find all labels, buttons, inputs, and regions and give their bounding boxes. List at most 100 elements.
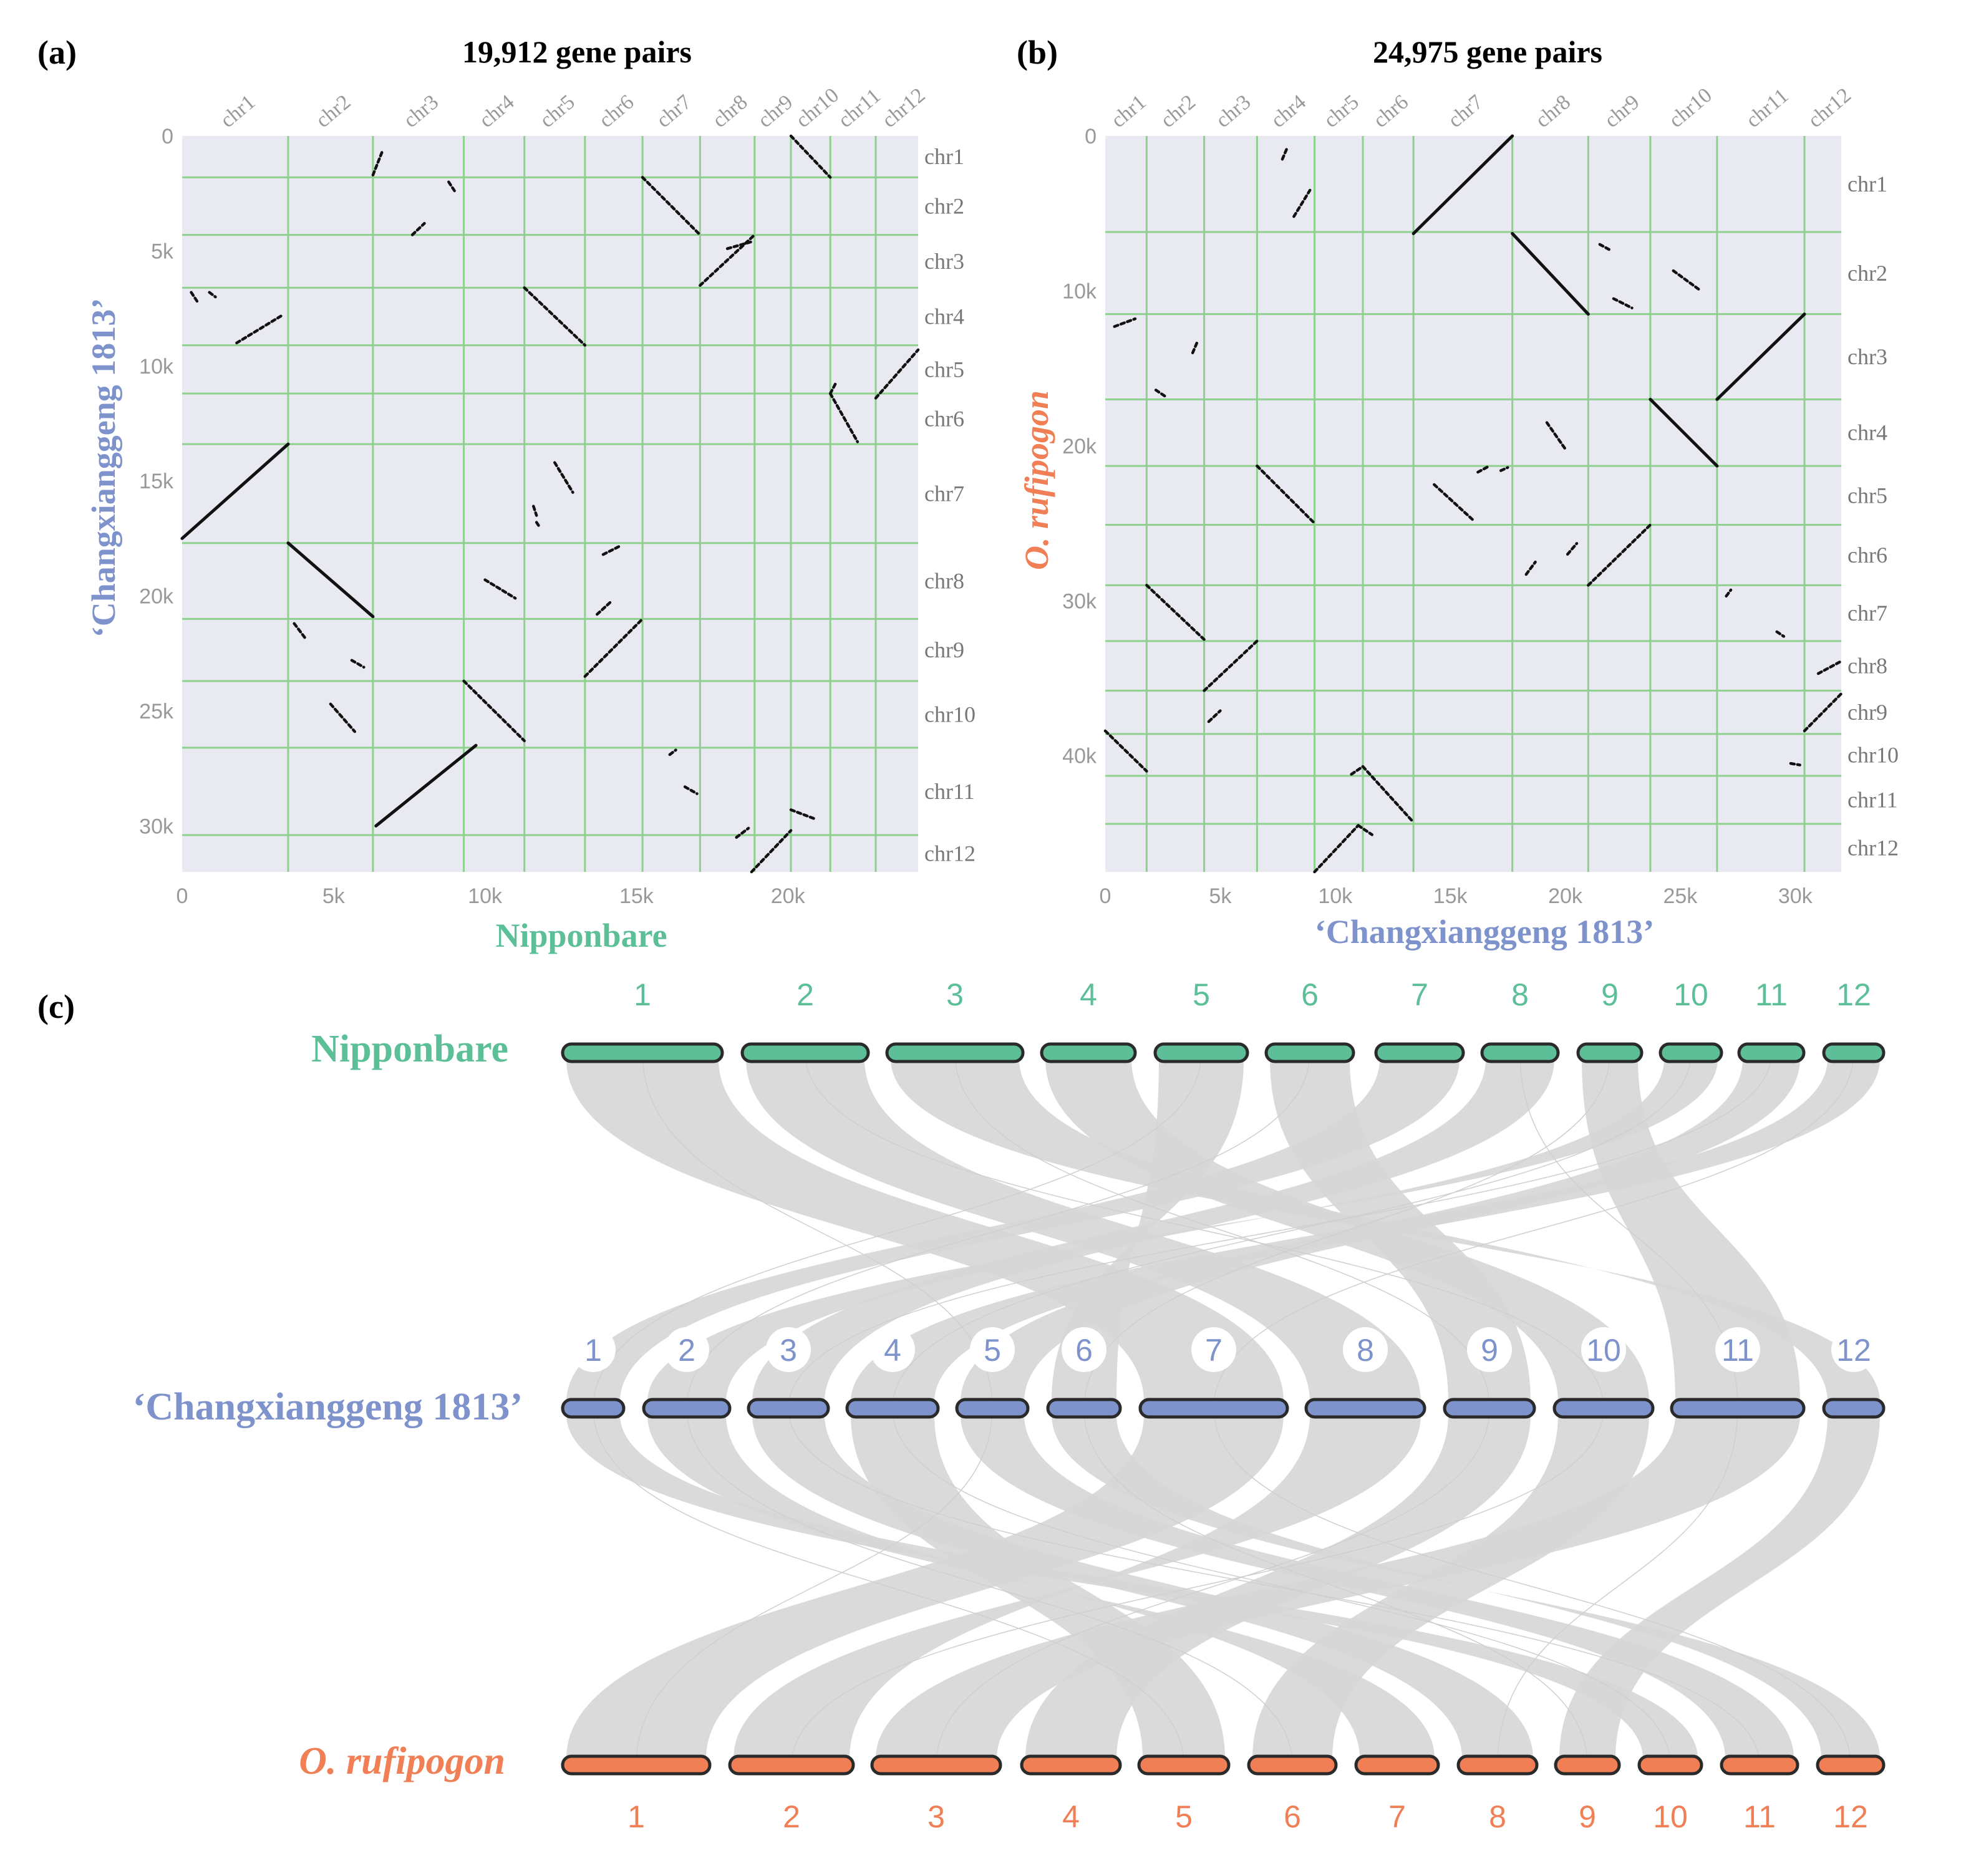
plot-b-right-chrom-labels: chr1 chr2 chr3 chr4 chr5 chr6 chr7 chr8 chr9 chr1… bbox=[1847, 172, 1899, 860]
synteny-block bbox=[293, 622, 308, 641]
right-chrom-label: chr4 bbox=[1847, 420, 1887, 445]
synteny-block bbox=[447, 180, 457, 193]
right-chrom-label: chr8 bbox=[924, 569, 964, 594]
chromosome-bar bbox=[1443, 1398, 1536, 1419]
synteny-block bbox=[789, 808, 817, 821]
synteny-thread bbox=[1083, 1052, 1610, 1409]
x-tick-label: 20k bbox=[771, 884, 806, 908]
chromosome-bar bbox=[1456, 1754, 1539, 1776]
plot-a-y-ticks: 0 5k 10k 15k 20k 25k 30k bbox=[139, 125, 174, 838]
synteny-block bbox=[523, 286, 587, 347]
chromosome-bar bbox=[1720, 1754, 1799, 1776]
top-chrom-label: chr3 bbox=[399, 90, 443, 132]
x-tick-label: 25k bbox=[1663, 884, 1698, 908]
y-tick-label: 20k bbox=[1062, 435, 1097, 458]
chrom-number-bg bbox=[1715, 1327, 1760, 1372]
right-chrom-label: chr7 bbox=[1847, 601, 1887, 626]
chromosome-bar bbox=[1822, 1398, 1886, 1419]
synteny-block bbox=[1154, 389, 1167, 398]
chromosome-bar bbox=[1264, 1042, 1355, 1063]
chrom-number: 12 bbox=[1836, 977, 1871, 1012]
synteny-block bbox=[532, 505, 538, 517]
synteny-block bbox=[1715, 312, 1806, 401]
chromosome-bar bbox=[1020, 1754, 1122, 1776]
x-tick-label: 15k bbox=[1433, 884, 1468, 908]
chromosome-bar bbox=[740, 1042, 870, 1063]
chrom-number: 4 bbox=[1062, 1799, 1080, 1834]
plot-b-blocks bbox=[1103, 134, 1843, 874]
synteny-thread bbox=[954, 1052, 1490, 1409]
right-chrom-label: chr1 bbox=[1847, 172, 1887, 196]
chrom-number: 3 bbox=[927, 1799, 945, 1834]
plot-a-ylabel: ‘Changxianggeng 1813’ bbox=[85, 298, 122, 638]
panel-c: (c) 1 2 3 4 5 6 7 8 9 10 11 121 2 3 4 5 6 7 8 9 10 11 121 2 3 4 5 6… bbox=[37, 977, 1886, 1834]
plot-b-ylabel: O. rufipogon bbox=[1018, 390, 1055, 570]
synteny-block bbox=[535, 521, 541, 529]
chrom-number: 11 bbox=[1743, 1799, 1776, 1834]
chromosome-bar bbox=[1153, 1042, 1249, 1063]
chrom-number: 11 bbox=[1721, 1333, 1754, 1368]
right-chrom-label: chr12 bbox=[1847, 835, 1899, 860]
genome-label-changxianggeng: ‘Changxianggeng 1813’ bbox=[133, 1386, 523, 1428]
chrom-number: 9 bbox=[1579, 1799, 1596, 1834]
synteny-block bbox=[371, 150, 384, 176]
top-chrom-label: chr8 bbox=[708, 90, 752, 132]
right-chrom-label: chr12 bbox=[924, 841, 976, 866]
panel-c-label: (c) bbox=[37, 988, 75, 1025]
synteny-ribbon bbox=[876, 1414, 1800, 1759]
synteny-ribbon bbox=[746, 1059, 1421, 1402]
chromosome-bar bbox=[561, 1042, 724, 1063]
panel-b: (b) 24,975 gene pairs 0 5k 10k 15k 20k 25k 30k… bbox=[1017, 34, 1899, 950]
chrom-number: 5 bbox=[984, 1333, 1001, 1368]
top-chrom-label: chr9 bbox=[753, 90, 797, 132]
synteny-block bbox=[1803, 692, 1843, 733]
right-chrom-label: chr10 bbox=[924, 702, 976, 727]
chrom-number: 7 bbox=[1388, 1799, 1406, 1834]
top-chrom-label: chr4 bbox=[1267, 90, 1310, 132]
top-chrom-label: chr7 bbox=[652, 90, 696, 132]
synteny-block bbox=[1672, 269, 1703, 293]
chrom-number-bg bbox=[1343, 1327, 1388, 1372]
chrom-number: 6 bbox=[1075, 1333, 1093, 1368]
synteny-block bbox=[190, 291, 199, 303]
plot-b-x-ticks: 0 5k 10k 15k 20k 25k 30k bbox=[1100, 884, 1813, 908]
synteny-ribbon bbox=[1252, 1414, 1649, 1759]
chromosome-bar bbox=[561, 1754, 712, 1776]
chromosome-bar bbox=[1374, 1042, 1465, 1063]
synteny-thread bbox=[892, 1408, 1671, 1766]
top-chrom-label: chr4 bbox=[475, 90, 519, 132]
chrom-number-bg bbox=[571, 1327, 616, 1372]
synteny-thread bbox=[788, 1052, 1772, 1409]
synteny-block bbox=[1499, 466, 1509, 472]
synteny-thread bbox=[1497, 1408, 1738, 1766]
chrom-number: 12 bbox=[1833, 1799, 1868, 1834]
right-chrom-label: chr5 bbox=[924, 357, 964, 382]
plot-b-background bbox=[1105, 136, 1841, 872]
synteny-block bbox=[1476, 464, 1491, 474]
chrom-number: 4 bbox=[884, 1333, 901, 1368]
synteny-block bbox=[1292, 188, 1312, 218]
top-chrom-label: chr6 bbox=[594, 90, 638, 132]
synteny-block bbox=[1256, 464, 1316, 525]
synteny-block bbox=[601, 544, 623, 556]
y-tick-label: 10k bbox=[1062, 279, 1097, 303]
synteny-block bbox=[1412, 134, 1514, 236]
x-tick-label: 0 bbox=[177, 884, 188, 908]
synteny-block bbox=[1350, 765, 1365, 776]
synteny-thread bbox=[686, 1408, 1293, 1766]
synteny-thread bbox=[936, 1408, 1490, 1766]
right-chrom-label: chr9 bbox=[1847, 700, 1887, 725]
y-tick-label: 20k bbox=[139, 585, 174, 609]
chromosome-bar bbox=[1737, 1042, 1806, 1063]
synteny-thread bbox=[636, 1408, 993, 1766]
top-chrom-label: chr2 bbox=[1156, 90, 1200, 132]
synteny-block bbox=[1789, 762, 1801, 766]
chrom-number: 8 bbox=[1511, 977, 1529, 1012]
chromosome-bar bbox=[1816, 1754, 1886, 1776]
chromosome-bar bbox=[885, 1042, 1025, 1063]
synteny-block bbox=[180, 442, 290, 540]
y-tick-label: 40k bbox=[1062, 745, 1097, 768]
synteny-block bbox=[1113, 317, 1137, 328]
synteny-block bbox=[683, 785, 699, 795]
chrom-number: 8 bbox=[1489, 1799, 1506, 1834]
